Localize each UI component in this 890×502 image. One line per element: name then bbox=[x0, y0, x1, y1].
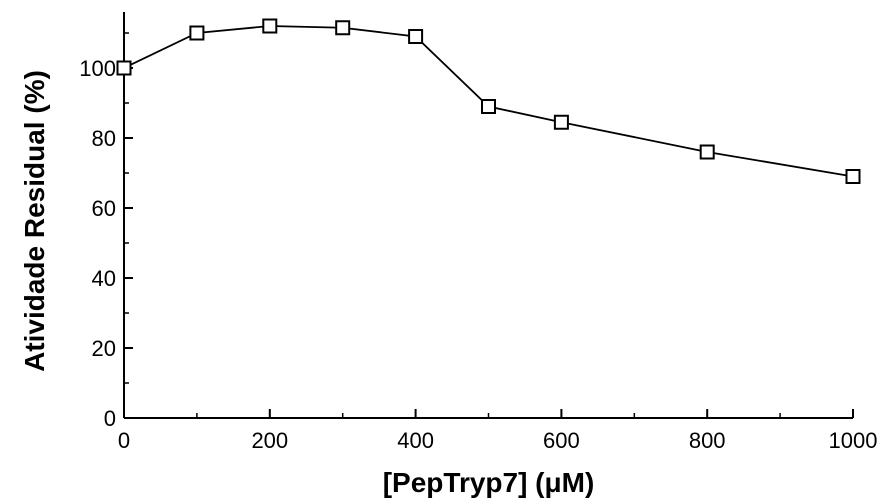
axes bbox=[123, 12, 853, 419]
y-tick-label: 0 bbox=[104, 406, 116, 431]
y-tick-label: 100 bbox=[79, 56, 116, 81]
x-tick-label: 200 bbox=[251, 428, 288, 453]
x-axis-title: [PepTryp7] (μM) bbox=[383, 467, 595, 498]
data-point-marker bbox=[408, 29, 424, 44]
y-tick-label: 80 bbox=[92, 126, 116, 151]
data-point-marker bbox=[699, 144, 715, 160]
data-point-marker bbox=[189, 25, 205, 41]
series-layer bbox=[116, 18, 861, 184]
x-ticks: 0 200 400 600 800 1000 bbox=[118, 409, 878, 453]
y-tick-label: 40 bbox=[92, 266, 116, 291]
x-tick-label: 800 bbox=[689, 428, 726, 453]
data-point-marker bbox=[845, 169, 861, 184]
x-tick-label: 1000 bbox=[829, 428, 878, 453]
data-point-marker bbox=[481, 99, 496, 114]
data-point-marker bbox=[553, 114, 569, 130]
y-axis-title: Atividade Residual (%) bbox=[19, 70, 50, 372]
data-point-marker bbox=[262, 18, 278, 34]
data-point-marker bbox=[116, 60, 132, 76]
y-tick-label: 20 bbox=[92, 336, 116, 361]
y-ticks: 0 20 40 60 80 100 bbox=[79, 32, 133, 431]
y-tick-label: 60 bbox=[92, 196, 116, 221]
data-point-marker bbox=[335, 20, 351, 36]
x-tick-label: 600 bbox=[543, 428, 580, 453]
x-tick-label: 0 bbox=[118, 428, 130, 453]
x-tick-label: 400 bbox=[397, 428, 434, 453]
